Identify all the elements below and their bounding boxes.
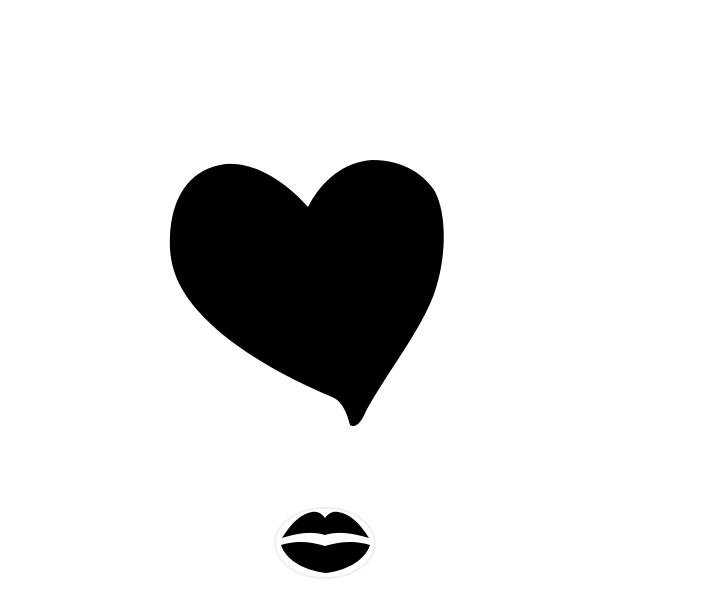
lips-top bbox=[282, 511, 369, 538]
heart-icon bbox=[169, 160, 444, 427]
ray bbox=[469, 247, 565, 249]
ray bbox=[441, 358, 542, 407]
ray bbox=[121, 400, 225, 444]
ray bbox=[221, 33, 247, 90]
ray bbox=[20, 193, 146, 217]
lips-icon bbox=[274, 507, 376, 579]
ray bbox=[451, 116, 510, 156]
ray bbox=[99, 115, 192, 158]
ray bbox=[80, 322, 170, 345]
lips-bottom bbox=[281, 542, 370, 573]
ray bbox=[315, 24, 438, 139]
